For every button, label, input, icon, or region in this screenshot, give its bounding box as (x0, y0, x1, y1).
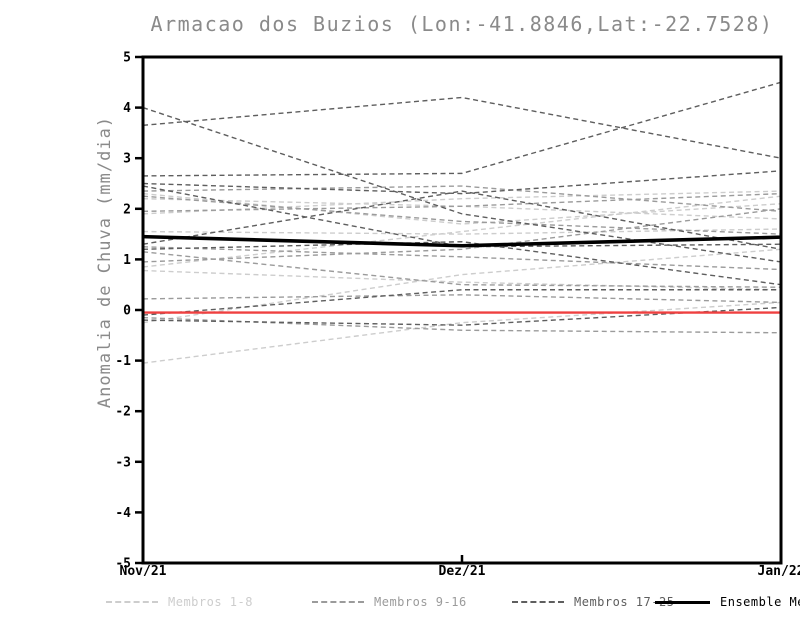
ensemble-member-line-membro-11 (143, 192, 781, 213)
ensemble-member-line-membro-1 (143, 192, 781, 225)
ensemble-member-line-membro-23 (143, 240, 781, 286)
chart-title: Armacao dos Buzios (Lon:-41.8846,Lat:-22… (150, 12, 774, 36)
ensemble-member-line-membro-24 (143, 289, 781, 316)
y-tick-label: -2 (115, 405, 131, 420)
y-tick-label: 0 (123, 304, 131, 319)
y-tick-label: 1 (123, 253, 131, 268)
y-tick-label: -4 (115, 506, 131, 521)
y-tick-label: 2 (123, 202, 131, 217)
ensemble-member-line-membro-18 (143, 96, 781, 159)
ensemble-member-line-membro-5 (143, 195, 781, 268)
legend-solid-swatch-mean (655, 600, 710, 604)
ensemble-member-line-membro-22 (143, 190, 781, 250)
y-tick-label: 4 (123, 101, 131, 116)
legend-entry-membros-1-8: Membros 1-8 (106, 593, 253, 611)
ensemble-member-line-membro-13 (143, 251, 781, 288)
ensemble-member-line-membro-3 (143, 190, 781, 215)
legend-entry-ensemble-mean: Ensemble Mean (655, 593, 800, 611)
legend-label: Ensemble Mean (720, 595, 800, 609)
legend-dash-swatch-light (106, 601, 158, 603)
ensemble-member-line-membro-10 (143, 195, 781, 235)
ensemble-member-line-membro-12 (143, 246, 781, 271)
plot-frame (141, 55, 783, 565)
y-tick-label: -5 (115, 557, 131, 572)
legend-label: Membros 9-16 (374, 595, 467, 609)
ensemble-member-line-membro-17 (143, 106, 781, 263)
legend-entry-membros-17-25: Membros 17-25 (512, 593, 674, 611)
legend-dash-swatch-dark (512, 601, 564, 603)
chart-legend: Membros 1-8 Membros 9-16 Membros 17-25 E… (0, 593, 800, 617)
ensemble-member-line-membro-14 (143, 208, 781, 263)
x-tick-label-nov21: Nov/21 (119, 564, 167, 579)
legend-entry-membros-9-16: Membros 9-16 (312, 593, 467, 611)
ensemble-member-line-membro-20 (143, 170, 781, 195)
x-tick-label-dez21: Dez/21 (438, 564, 486, 579)
ensemble-member-line-membro-4 (143, 228, 781, 235)
y-tick-label: -3 (115, 455, 131, 470)
y-tick-label: 3 (123, 152, 131, 167)
ensemble-mean-line (143, 234, 781, 248)
ensemble-member-line-membro-25 (143, 306, 781, 326)
legend-label: Membros 17-25 (574, 595, 675, 609)
y-tick-label: 5 (123, 51, 131, 66)
legend-label: Membros 1-8 (168, 595, 253, 609)
ensemble-member-line-membro-6 (143, 269, 781, 291)
x-tick-label-jan22: Jan/22 (757, 564, 800, 579)
y-tick-label: -1 (115, 354, 131, 369)
ensemble-member-line-membro-19 (143, 81, 781, 177)
ensemble-member-line-membro-9 (143, 185, 781, 213)
ensemble-member-line-membro-15 (143, 294, 781, 304)
legend-dash-swatch-medium (312, 601, 364, 603)
ensemble-member-line-membro-7 (143, 248, 781, 324)
